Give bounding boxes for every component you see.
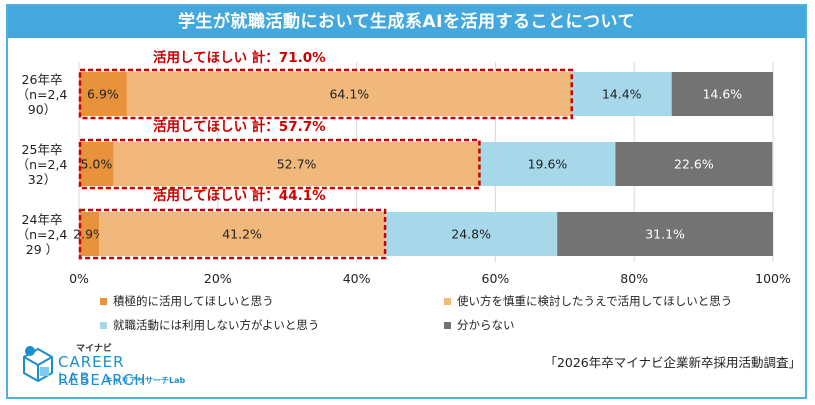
bar-segment bbox=[99, 212, 386, 256]
y-category-line: 25年卒 bbox=[21, 142, 63, 157]
total-annotation: 活用してほしい 計：71.0% bbox=[153, 49, 326, 66]
bar-segment bbox=[79, 212, 100, 256]
highlight-box bbox=[78, 208, 387, 260]
bar-segment bbox=[571, 72, 672, 116]
data-label: 22.6% bbox=[674, 157, 714, 172]
legend-label: 分からない bbox=[457, 318, 515, 332]
legend-swatch bbox=[444, 297, 451, 305]
legend-label: 就職活動には利用しない方がよいと思う bbox=[113, 318, 320, 332]
bar-segment bbox=[79, 142, 114, 186]
y-category-line: 32） bbox=[27, 172, 57, 187]
x-tick-label: 100% bbox=[755, 271, 791, 286]
data-label: 14.4% bbox=[602, 87, 642, 102]
bar-segment bbox=[113, 142, 480, 186]
legend-label: 使い方を慎重に検討したうえで活用してほしいと思う bbox=[457, 294, 733, 308]
legend-item-3: 就職活動には利用しない方がよいと思う bbox=[100, 317, 319, 333]
brand-sub-text: キャリアリサーチLab bbox=[105, 376, 186, 385]
brand-small-text: マイナビ bbox=[76, 344, 112, 354]
brand-main-text: CAREER RESEARCH bbox=[58, 353, 147, 389]
y-category-line: 29 ） bbox=[25, 242, 59, 257]
chart-title: 学生が就職活動において生成系AIを活用することについて bbox=[8, 6, 805, 38]
y-category-line: 26年卒 bbox=[21, 72, 63, 87]
data-label: 24.8% bbox=[451, 227, 491, 242]
y-category-line: （n=2,4 bbox=[16, 87, 68, 102]
y-category-label: 24年卒 （n=2,4 29 ） bbox=[14, 212, 70, 257]
y-category-line: 24年卒 bbox=[21, 212, 63, 227]
legend-item-1: 積極的に活用してほしいと思う bbox=[100, 293, 274, 309]
data-label: 52.7% bbox=[277, 157, 317, 172]
bar-segment bbox=[557, 212, 773, 256]
y-category-line: （n=2,4 bbox=[16, 227, 68, 242]
data-label: 5.0% bbox=[80, 157, 112, 172]
highlight-box bbox=[78, 68, 573, 120]
data-label: 6.9% bbox=[87, 87, 119, 102]
bar-segment bbox=[126, 72, 572, 116]
bar-segment bbox=[671, 72, 773, 116]
legend-label: 積極的に活用してほしいと思う bbox=[113, 294, 274, 308]
data-label: 19.6% bbox=[528, 157, 568, 172]
y-category-label: 26年卒 （n=2,4 90） bbox=[14, 72, 70, 117]
bar-segment bbox=[615, 142, 773, 186]
brand-lab-text: LAB bbox=[58, 371, 92, 387]
bar-segment bbox=[479, 142, 616, 186]
total-annotation: 活用してほしい 計：44.1% bbox=[153, 187, 326, 204]
cube-logo-icon bbox=[23, 346, 53, 383]
x-tick-label: 80% bbox=[620, 271, 648, 286]
y-category-label: 25年卒 （n=2,4 32） bbox=[14, 142, 70, 187]
x-tick-label: 0% bbox=[69, 271, 89, 286]
data-label: 2.9% bbox=[73, 227, 105, 242]
bar-segment bbox=[385, 212, 558, 256]
legend-swatch bbox=[444, 321, 451, 329]
legend-item-4: 分からない bbox=[444, 317, 515, 333]
legend-swatch bbox=[100, 297, 107, 305]
bar-segment bbox=[79, 72, 127, 116]
legend-item-2: 使い方を慎重に検討したうえで活用してほしいと思う bbox=[444, 293, 732, 309]
x-tick-label: 60% bbox=[482, 271, 510, 286]
data-label: 64.1% bbox=[329, 87, 369, 102]
y-category-line: 90） bbox=[27, 102, 57, 117]
x-tick-label: 40% bbox=[343, 271, 371, 286]
data-label: 14.6% bbox=[702, 87, 742, 102]
total-annotation: 活用してほしい 計：57.7% bbox=[153, 118, 326, 135]
legend-swatch bbox=[100, 321, 107, 329]
y-category-line: （n=2,4 bbox=[16, 157, 68, 172]
source-note: 「2026年卒マイナビ企業新卒採用活動調査」 bbox=[544, 355, 801, 370]
data-label: 31.1% bbox=[645, 227, 685, 242]
x-tick-label: 20% bbox=[204, 271, 232, 286]
career-research-lab-logo: マイナビ CAREER RESEARCH LAB キャリアリサーチLab bbox=[20, 341, 210, 391]
data-label: 41.2% bbox=[222, 227, 262, 242]
